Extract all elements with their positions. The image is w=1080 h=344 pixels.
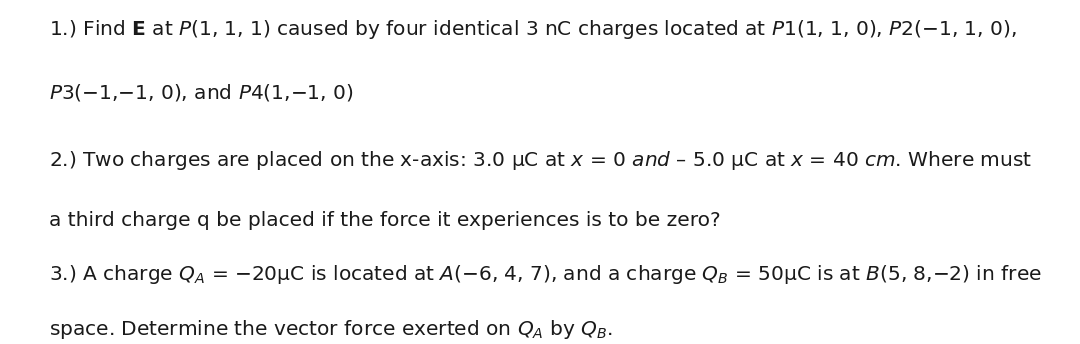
Text: space. Determine the vector force exerted on $Q_A$ by $Q_B$.: space. Determine the vector force exerte… (49, 318, 612, 341)
Text: a third charge q be placed if the force it experiences is to be zero?: a third charge q be placed if the force … (49, 212, 720, 230)
Text: 2.) Two charges are placed on the x-axis: 3.0 μC at $x$ = 0 $and$ – 5.0 μC at $x: 2.) Two charges are placed on the x-axis… (49, 149, 1031, 172)
Text: 1.) Find $\mathbf{E}$ at $P$(1, 1, 1) caused by four identical 3 nC charges loca: 1.) Find $\mathbf{E}$ at $P$(1, 1, 1) ca… (49, 18, 1016, 41)
Text: $P3$(−1,−1, 0), and $P4$(1,−1, 0): $P3$(−1,−1, 0), and $P4$(1,−1, 0) (49, 82, 353, 103)
Text: 3.) A charge $Q_A$ = −20μC is located at $A$(−6, 4, 7), and a charge $Q_B$ = 50μ: 3.) A charge $Q_A$ = −20μC is located at… (49, 262, 1041, 286)
